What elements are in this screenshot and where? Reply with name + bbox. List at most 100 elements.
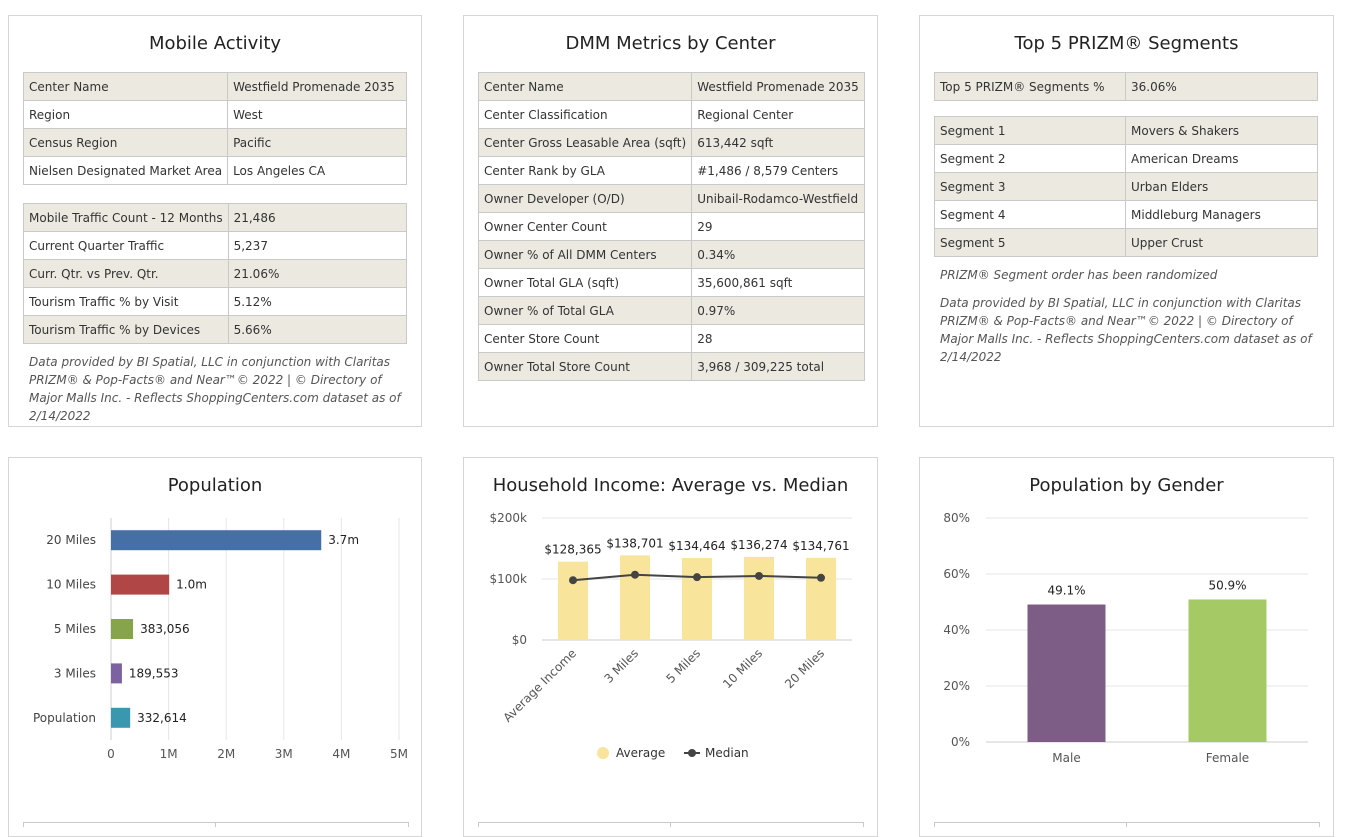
x-tick-label: Average Income xyxy=(500,646,579,725)
table-row: Census Region Pacific xyxy=(22,128,407,157)
row-value: Pacific xyxy=(227,128,407,157)
table-row: Segment 5 Upper Crust xyxy=(934,228,1318,257)
row-label: Center Name xyxy=(477,72,693,101)
bar-average xyxy=(806,557,836,640)
row-value: 3,968 / 309,225 total xyxy=(691,352,865,381)
data-label: $134,761 xyxy=(792,539,849,553)
bar xyxy=(111,619,134,639)
data-label: $134,464 xyxy=(668,539,725,553)
data-label: $138,701 xyxy=(606,536,663,550)
row-value: Westfield Promenade 2035 xyxy=(691,72,865,101)
x-tick-label: 2M xyxy=(217,747,235,761)
median-point xyxy=(755,571,763,580)
row-value: 5.12% xyxy=(227,287,408,316)
category-label: 3 Miles xyxy=(54,666,96,680)
row-value: American Dreams xyxy=(1125,144,1318,173)
row-value: 29 xyxy=(691,212,865,241)
row-label: Segment 2 xyxy=(934,144,1126,173)
table-row: Mobile Traffic Count - 12 Months 21,486 xyxy=(23,203,408,232)
table-row: Center Rank by GLA #1,486 / 8,579 Centers xyxy=(477,156,865,185)
category-label: 5 Miles xyxy=(54,622,96,636)
row-value: 0.97% xyxy=(691,296,865,325)
row-label: Center Name xyxy=(22,72,229,101)
table-row: Owner Total Store Count 3,968 / 309,225 t… xyxy=(477,352,865,381)
row-value: Upper Crust xyxy=(1125,228,1318,257)
row-label: Census Region xyxy=(22,128,229,157)
table-row: Current Quarter Traffic 5,237 xyxy=(23,231,408,260)
data-label: $128,365 xyxy=(544,543,601,557)
legend-average-marker xyxy=(597,747,609,759)
chart-title: Population xyxy=(167,475,263,496)
dmm-metrics-table: Center Name Westfield Promenade 2035 Cente… xyxy=(477,72,865,381)
median-point xyxy=(817,573,825,582)
row-label: Region xyxy=(22,100,229,129)
row-label: Owner Center Count xyxy=(477,212,693,241)
bar xyxy=(1188,599,1267,742)
bar-average xyxy=(620,555,650,640)
table-row: Region West xyxy=(22,100,407,129)
row-label: Center Classification xyxy=(477,100,693,129)
x-tick-label: 20 Miles xyxy=(782,646,827,691)
table-row: Owner % of All DMM Centers 0.34% xyxy=(477,240,865,269)
row-value: Regional Center xyxy=(691,100,865,129)
panel-title: DMM Metrics by Center xyxy=(565,33,776,54)
row-value: 28 xyxy=(691,324,865,353)
table-row: Center Store Count 28 xyxy=(477,324,865,353)
household-income-chart: $0 $100k $200k $128,365 Average Income $138,7… xyxy=(490,511,852,760)
x-tick-label: 3M xyxy=(275,747,293,761)
x-tick-label: 5M xyxy=(390,747,408,761)
household-income-panel: Household Income: Average vs. Median $0 $… xyxy=(463,457,878,837)
x-tick-label: 0 xyxy=(107,747,115,761)
population-panel: Population 0 1M 2M 3M 4M 5M 20 Miles 3.7m 10 Mil… xyxy=(8,457,422,837)
median-point xyxy=(631,570,639,579)
chart-title: Household Income: Average vs. Median xyxy=(492,475,849,496)
x-tick-label: 3 Miles xyxy=(601,646,641,686)
bar xyxy=(1027,604,1106,742)
data-label: $136,274 xyxy=(730,538,787,552)
row-label: Curr. Qtr. vs Prev. Qtr. xyxy=(23,259,229,288)
x-tick-label: 1M xyxy=(160,747,178,761)
row-label: Center Store Count xyxy=(477,324,693,353)
data-label: 49.1% xyxy=(1047,584,1085,598)
gender-panel: Population by Gender 0% 20% 40% 60% 80% 49.1%… xyxy=(919,457,1334,837)
bar-average xyxy=(744,556,774,640)
bar xyxy=(111,530,322,551)
table-row: Owner Total GLA (sqft) 35,600,861 sqft xyxy=(477,268,865,297)
table-row: Tourism Traffic % by Devices 5.66% xyxy=(23,315,408,344)
table-row: Owner Developer (O/D) Unibail-Rodamco-Wes… xyxy=(477,184,865,213)
row-label: Mobile Traffic Count - 12 Months xyxy=(23,203,229,232)
table-edge xyxy=(478,822,864,827)
row-label: Owner Developer (O/D) xyxy=(477,184,693,213)
table-row: Tourism Traffic % by Visit 5.12% xyxy=(23,287,408,316)
x-tick-label: Male xyxy=(1052,751,1080,765)
category-label: Population xyxy=(33,711,96,725)
category-label: 10 Miles xyxy=(46,578,96,592)
row-value: 5.66% xyxy=(227,315,408,344)
row-value: 35,600,861 sqft xyxy=(691,268,865,297)
table-row: Owner Center Count 29 xyxy=(477,212,865,241)
table-row: Center Classification Regional Center xyxy=(477,100,865,129)
row-label: Current Quarter Traffic xyxy=(23,231,229,260)
bar xyxy=(111,707,131,728)
row-label: Segment 5 xyxy=(934,228,1126,257)
row-label: Owner % of Total GLA xyxy=(477,296,693,325)
location-table: Center Name Westfield Promenade 2035 Regio… xyxy=(22,72,407,185)
data-label: 332,614 xyxy=(137,711,187,725)
legend-median-marker xyxy=(688,749,696,757)
row-label: Segment 1 xyxy=(934,116,1126,145)
data-source-note: Data provided by BI Spatial, LLC in conj… xyxy=(940,296,1312,364)
y-tick-label: $100k xyxy=(490,572,528,586)
table-row: Nielsen Designated Market Area Los Angele… xyxy=(22,156,407,185)
row-label: Top 5 PRIZM® Segments % xyxy=(934,72,1126,101)
randomized-note: PRIZM® Segment order has been randomized xyxy=(940,268,1218,282)
prizm-segments-table: Segment 1 Movers & Shakers Segment 2 Americ… xyxy=(934,116,1318,257)
bar xyxy=(111,663,122,684)
row-label: Owner % of All DMM Centers xyxy=(477,240,693,269)
bar-average xyxy=(682,557,712,640)
row-value: Urban Elders xyxy=(1125,172,1318,201)
y-tick-label: 60% xyxy=(943,567,970,581)
row-label: Owner Total Store Count xyxy=(477,352,693,381)
table-row: Segment 3 Urban Elders xyxy=(934,172,1318,201)
dmm-metrics-panel: DMM Metrics by Center Center Name Westfie… xyxy=(463,15,878,427)
row-value: 21,486 xyxy=(227,203,408,232)
